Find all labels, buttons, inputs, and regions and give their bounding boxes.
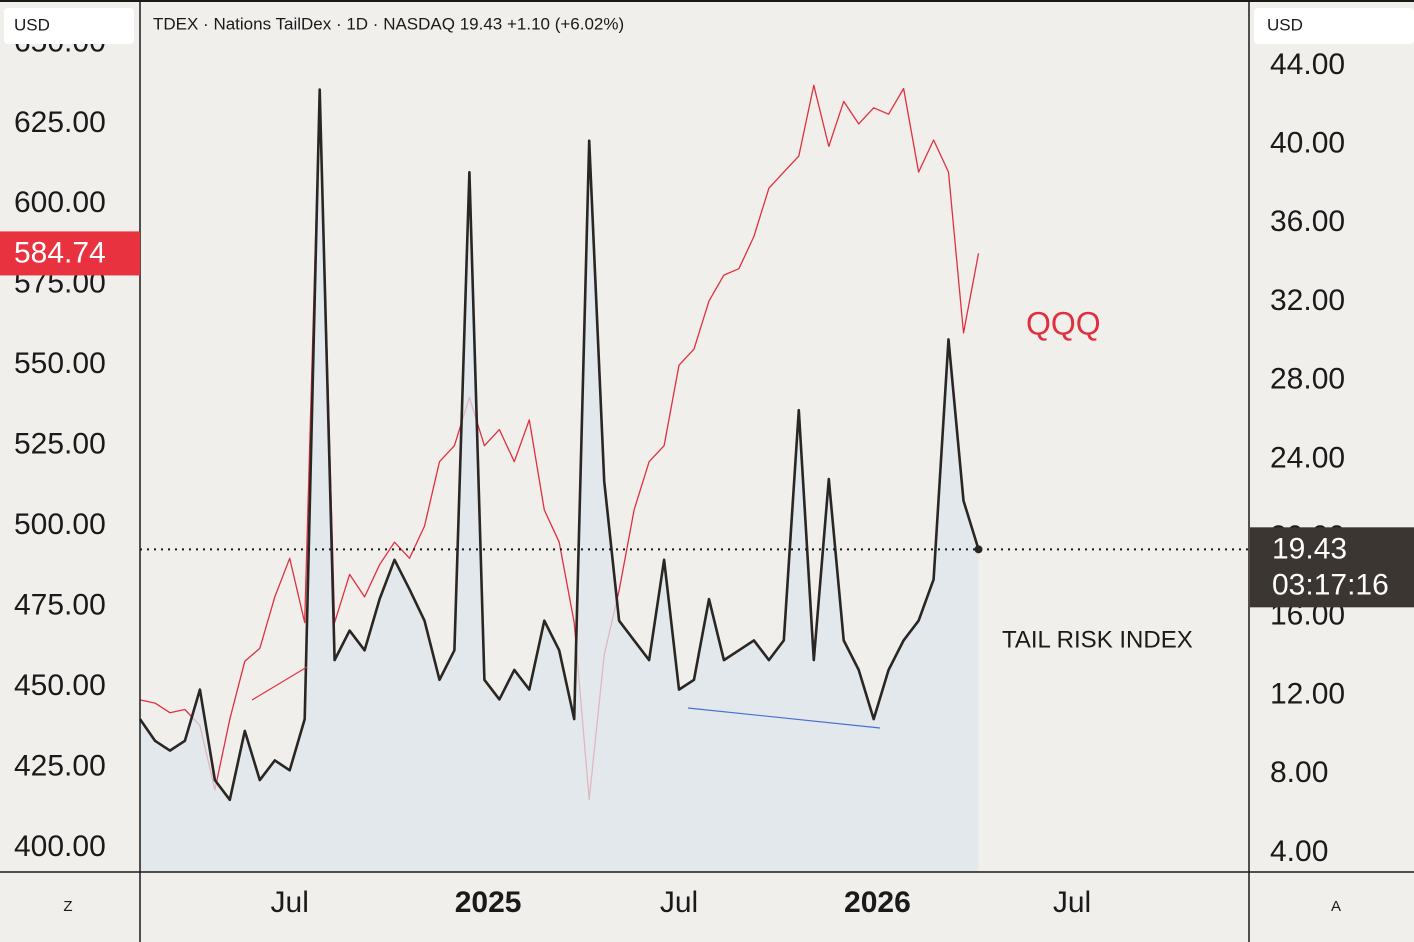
unit-badge <box>1254 8 1414 44</box>
y2-tick-label: 36.00 <box>1270 205 1345 238</box>
y2-tick-label: 4.00 <box>1270 835 1328 868</box>
y-axis-unit: USD <box>14 15 50 34</box>
y2-tick-label: 24.00 <box>1270 441 1345 474</box>
price-label: 584.74 <box>14 236 106 269</box>
annotation: TAIL RISK INDEX <box>1002 626 1193 653</box>
corner-label: A <box>1331 898 1341 915</box>
unit-badge <box>4 8 134 44</box>
x-tick-label: 2025 <box>455 886 522 919</box>
x-tick-label: 2026 <box>844 886 911 919</box>
y-tick-label: 450.00 <box>14 669 106 702</box>
corner-label: Z <box>63 898 72 915</box>
y-tick-label: 625.00 <box>14 106 106 139</box>
trend-line <box>251 666 308 701</box>
y2-tick-label: 28.00 <box>1270 363 1345 396</box>
trend-line <box>687 707 881 729</box>
y2-tick-label: 12.00 <box>1270 677 1345 710</box>
price-badge <box>1250 527 1414 608</box>
chart-title: TDEX · Nations TailDex · 1D · NASDAQ 19.… <box>153 14 624 33</box>
y-tick-label: 525.00 <box>14 428 106 461</box>
countdown: 03:17:16 <box>1272 568 1389 601</box>
price-label: 19.43 <box>1272 532 1347 565</box>
x-tick-label: Jul <box>1053 886 1091 919</box>
y-tick-label: 400.00 <box>14 830 106 863</box>
y2-axis-unit: USD <box>1267 15 1303 34</box>
last-value-dot <box>974 545 983 554</box>
y2-tick-label: 40.00 <box>1270 127 1345 160</box>
area <box>140 89 979 872</box>
y-tick-label: 600.00 <box>14 186 106 219</box>
x-tick-label: Jul <box>271 886 309 919</box>
price-badge <box>0 231 140 276</box>
y2-tick-label: 44.00 <box>1270 48 1345 81</box>
annotation: QQQ <box>1026 305 1101 341</box>
line <box>138 88 980 802</box>
y-tick-label: 475.00 <box>14 588 106 621</box>
line <box>139 84 980 801</box>
x-tick-label: Jul <box>660 886 698 919</box>
y-tick-label: 425.00 <box>14 749 106 782</box>
y2-tick-label: 32.00 <box>1270 284 1345 317</box>
y-tick-label: 500.00 <box>14 508 106 541</box>
y-tick-label: 550.00 <box>14 347 106 380</box>
y2-tick-label: 8.00 <box>1270 756 1328 789</box>
plot-area <box>138 84 1248 872</box>
